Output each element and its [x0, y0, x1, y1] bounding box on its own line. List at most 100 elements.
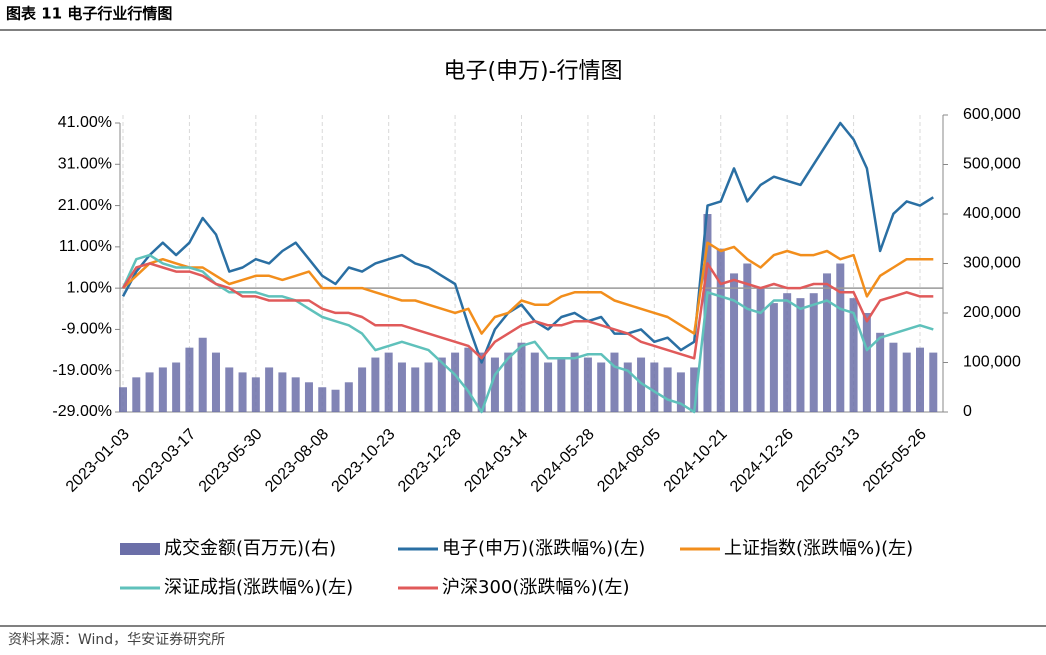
bar [504, 352, 513, 412]
legend-label: 成交金额(百万元)(右) [164, 538, 336, 559]
bar [862, 313, 871, 412]
bar [583, 357, 592, 412]
bar [238, 372, 247, 412]
legend-label: 深证成指(涨跌幅%)(左) [164, 577, 353, 598]
bar [544, 362, 553, 412]
bar [836, 263, 845, 412]
bar [610, 352, 619, 412]
bar [929, 352, 938, 412]
bar [597, 362, 606, 412]
y2-tick-label: 600,000 [963, 106, 1021, 123]
y-tick-label: -29.00% [52, 403, 112, 420]
bar [291, 377, 300, 412]
header: 图表 11 电子行业行情图 [6, 5, 172, 23]
bar [849, 298, 858, 412]
bar [225, 367, 234, 412]
bar [158, 367, 167, 412]
bar [743, 263, 752, 412]
x-tick-label: 2024-05-28 [528, 426, 598, 496]
y2-tick-label: 400,000 [963, 205, 1021, 222]
bar [411, 367, 420, 412]
bar [331, 389, 340, 412]
bar [650, 362, 659, 412]
bar [676, 372, 685, 412]
bar [823, 273, 832, 412]
bar [371, 357, 380, 412]
line [122, 241, 934, 335]
y2-tick-label: 200,000 [963, 304, 1021, 321]
legend-label: 沪深300(涨跌幅%)(左) [442, 577, 630, 598]
bar [145, 372, 154, 412]
legend-label: 电子(申万)(涨跌幅%)(左) [442, 538, 645, 559]
bar [769, 303, 778, 412]
bar [557, 357, 566, 412]
y2-tick-label: 300,000 [963, 255, 1021, 272]
bar [185, 347, 194, 412]
legend-label: 上证指数(涨跌幅%)(左) [724, 538, 913, 559]
bar [889, 342, 898, 412]
y-tick-label: -19.00% [52, 362, 112, 379]
bar [876, 332, 885, 412]
bar [251, 377, 260, 412]
x-tick-label: 2024-03-14 [461, 426, 531, 496]
bar [756, 288, 765, 412]
bar [437, 357, 446, 412]
bar [637, 357, 646, 412]
bar [783, 293, 792, 412]
y2-tick-label: 500,000 [963, 156, 1021, 173]
x-tick-label: 2023-12-28 [395, 426, 465, 496]
y2-tick-label: 0 [963, 403, 972, 420]
bar [809, 293, 818, 412]
bar [451, 352, 460, 412]
bar [119, 387, 127, 412]
x-tick-label: 2023-03-17 [129, 426, 199, 496]
x-tick-label: 2023-01-03 [63, 426, 133, 496]
y-tick-label: 31.00% [58, 156, 112, 173]
x-tick-label: 2025-03-13 [794, 426, 864, 496]
bar [796, 298, 805, 412]
x-tick-label: 2025-05-26 [860, 426, 930, 496]
bar [690, 367, 699, 412]
bar [663, 367, 672, 412]
x-tick-label: 2024-10-21 [661, 426, 731, 496]
y-tick-label: 21.00% [58, 197, 112, 214]
bar [703, 214, 712, 412]
x-tick-label: 2023-05-30 [196, 426, 266, 496]
line [121, 262, 934, 360]
bar [477, 352, 486, 412]
source: 资料来源：Wind，华安证券研究所 [8, 632, 225, 648]
bar [570, 352, 579, 412]
bar [490, 357, 499, 412]
line [121, 121, 934, 364]
bar [278, 372, 287, 412]
bar [211, 352, 220, 412]
bar [198, 337, 207, 412]
bar [902, 352, 911, 412]
bar [358, 367, 367, 412]
x-tick-label: 2023-10-23 [329, 426, 399, 496]
x-tick-label: 2024-12-26 [727, 426, 797, 496]
bar [730, 273, 739, 412]
bar [916, 347, 924, 412]
bar [265, 367, 274, 412]
x-tick-label: 2023-08-08 [262, 426, 332, 496]
bar [397, 362, 406, 412]
y2-tick-label: 100,000 [963, 354, 1021, 371]
bar [716, 248, 725, 412]
bar [530, 352, 539, 412]
y-tick-label: -9.00% [61, 321, 112, 338]
y-tick-label: 11.00% [59, 238, 112, 255]
bar [132, 377, 141, 412]
bar [424, 362, 433, 412]
y-tick-label: 41.00% [58, 114, 112, 131]
bar [517, 342, 526, 412]
x-tick-label: 2024-08-05 [594, 426, 664, 496]
bar [304, 382, 313, 412]
bar [172, 362, 181, 412]
bar [464, 347, 473, 412]
chart-title: 电子(申万)-行情图 [443, 59, 622, 84]
bar [318, 387, 327, 412]
bar [623, 362, 632, 412]
legend-swatch [120, 543, 160, 555]
